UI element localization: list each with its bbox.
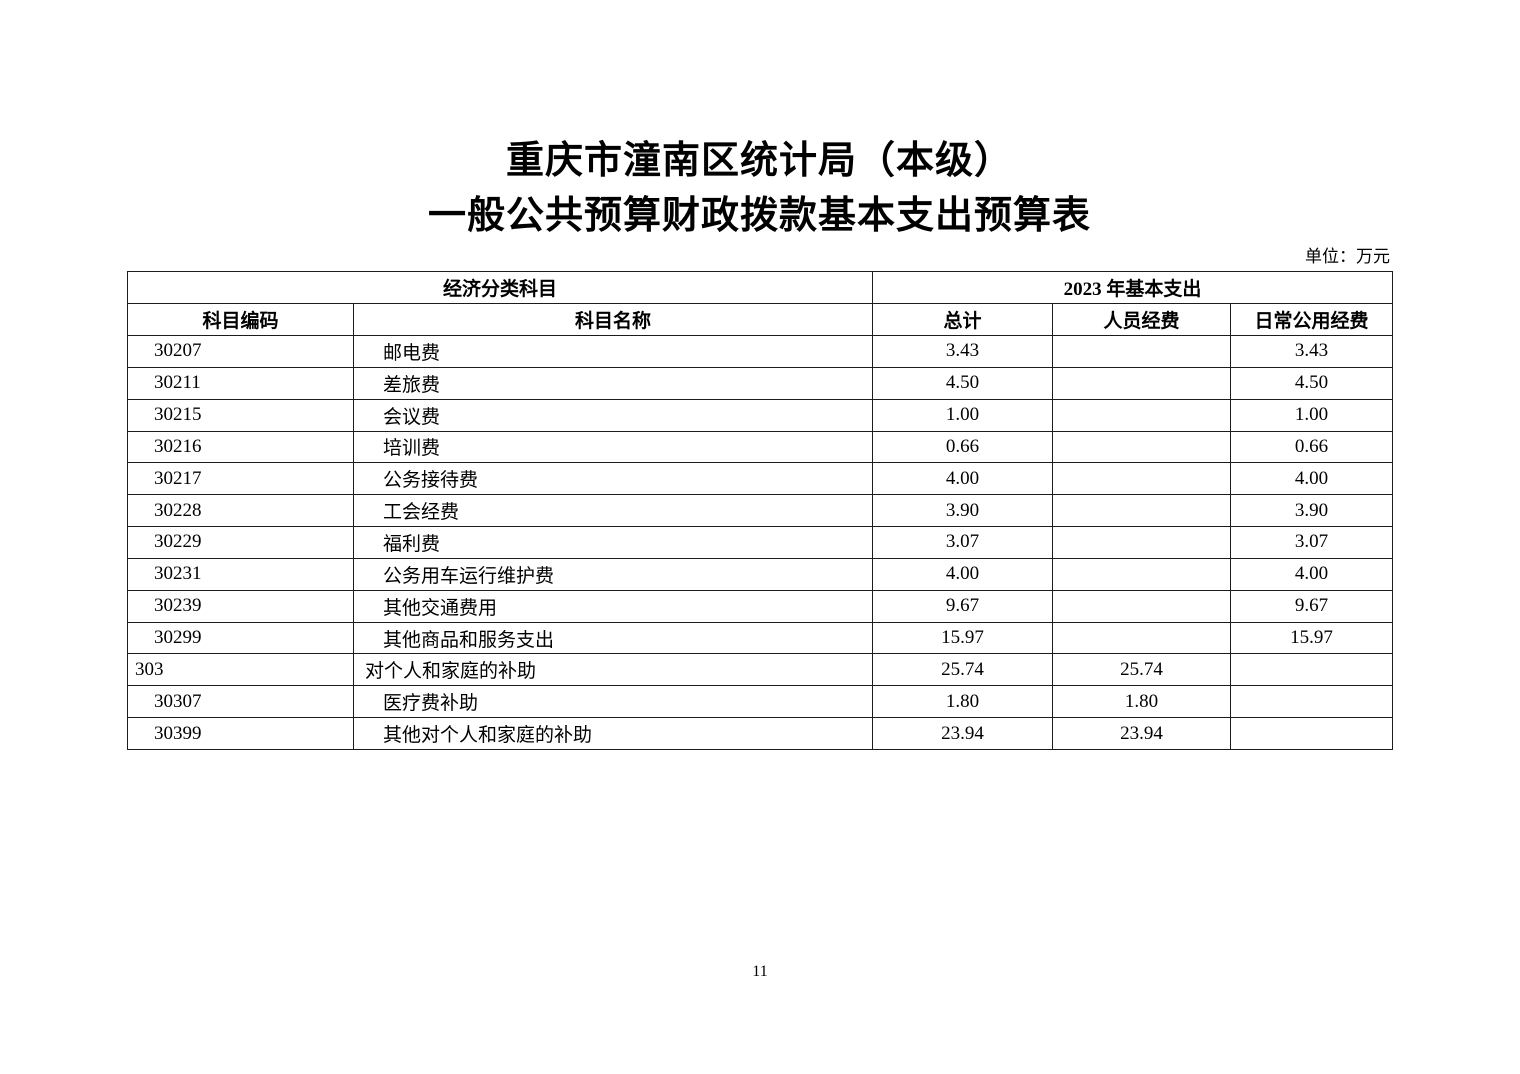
unit-label: 单位：万元 <box>1305 247 1390 266</box>
daily-cell: 3.07 <box>1230 526 1394 559</box>
personnel-cell: 23.94 <box>1052 717 1232 750</box>
personnel-cell <box>1052 366 1232 400</box>
total-cell: 0.66 <box>872 430 1054 464</box>
table-row: 30231 公务用车运行维护费 4.00 4.00 <box>127 557 1394 591</box>
budget-table-body: 30207 邮电费 3.43 3.43 30211 差旅费 4.50 4.50 30215 会议费… <box>127 335 1394 750</box>
total-cell: 3.43 <box>872 335 1054 368</box>
table-row: 30207 邮电费 3.43 3.43 <box>127 335 1394 368</box>
total-cell: 3.90 <box>872 494 1054 528</box>
personnel-cell <box>1052 462 1232 496</box>
total-cell: 4.00 <box>872 462 1054 496</box>
page-number: 11 <box>752 963 768 980</box>
total-cell: 25.74 <box>872 653 1054 687</box>
budget-table: 经济分类科目 2023 年基本支出 科目编码 科目名称 总计 人员经费 日常公用… <box>126 271 1394 750</box>
total-cell: 4.00 <box>872 557 1054 591</box>
table-row: 30229 福利费 3.07 3.07 <box>127 526 1394 559</box>
table-row: 30299 其他商品和服务支出 15.97 15.97 <box>127 621 1394 655</box>
daily-cell: 4.50 <box>1230 366 1394 400</box>
subject-code-cell: 30239 <box>127 589 354 623</box>
subject-name-cell: 其他交通费用 <box>352 589 874 623</box>
personnel-cell <box>1052 494 1232 528</box>
table-row: 30399 其他对个人和家庭的补助 23.94 23.94 <box>127 717 1394 750</box>
personnel-cell <box>1052 621 1232 655</box>
total-cell: 4.50 <box>872 366 1054 400</box>
personnel-cell: 1.80 <box>1052 685 1232 719</box>
table-row: 30228 工会经费 3.90 3.90 <box>127 494 1394 528</box>
personnel-cell <box>1052 398 1232 432</box>
document-title: 重庆市潼南区统计局（本级） 一般公共预算财政拨款基本支出预算表 <box>127 134 1392 244</box>
table-row: 30307 医疗费补助 1.80 1.80 <box>127 685 1394 719</box>
page-content: 重庆市潼南区统计局（本级） 一般公共预算财政拨款基本支出预算表 单位：万元 经济… <box>126 0 1394 750</box>
total-cell: 15.97 <box>872 621 1054 655</box>
title-line-2: 一般公共预算财政拨款基本支出预算表 <box>427 195 1091 237</box>
daily-cell: 1.00 <box>1230 398 1394 432</box>
daily-cell: 0.66 <box>1230 430 1394 464</box>
personnel-cell: 25.74 <box>1052 653 1232 687</box>
personnel-cell <box>1052 526 1232 559</box>
subject-code-cell: 30228 <box>127 494 354 528</box>
daily-cell: 4.00 <box>1230 557 1394 591</box>
subject-code-cell: 303 <box>127 653 354 687</box>
table-row: 303 对个人和家庭的补助 25.74 25.74 <box>127 653 1394 687</box>
total-cell: 1.00 <box>872 398 1054 432</box>
subject-name-cell: 差旅费 <box>352 366 874 400</box>
personnel-cell <box>1052 335 1232 368</box>
daily-cell: 3.43 <box>1230 335 1394 368</box>
subject-code-cell: 30207 <box>127 335 354 368</box>
subject-code-cell: 30399 <box>127 717 354 750</box>
subject-name-cell: 其他对个人和家庭的补助 <box>352 717 874 750</box>
daily-cell <box>1230 717 1394 750</box>
table-row: 30216 培训费 0.66 0.66 <box>127 430 1394 464</box>
personnel-cell <box>1052 557 1232 591</box>
subject-name-cell: 对个人和家庭的补助 <box>352 653 874 687</box>
daily-cell: 15.97 <box>1230 621 1394 655</box>
header-columns-row: 科目编码 科目名称 总计 人员经费 日常公用经费 <box>127 303 1394 336</box>
daily-cell: 3.90 <box>1230 494 1394 528</box>
subject-name-cell: 会议费 <box>352 398 874 432</box>
daily-cell <box>1230 685 1394 719</box>
daily-cell: 4.00 <box>1230 462 1394 496</box>
column-header-daily-public-funds: 日常公用经费 <box>1230 303 1394 336</box>
subject-code-cell: 30299 <box>127 621 354 655</box>
subject-name-cell: 医疗费补助 <box>352 685 874 719</box>
subject-code-cell: 30211 <box>127 366 354 400</box>
subject-code-cell: 30231 <box>127 557 354 591</box>
subject-name-cell: 公务接待费 <box>352 462 874 496</box>
column-header-personnel-funds: 人员经费 <box>1052 303 1232 336</box>
budget-table-header: 经济分类科目 2023 年基本支出 科目编码 科目名称 总计 人员经费 日常公用… <box>126 271 1394 336</box>
subject-name-cell: 福利费 <box>352 526 874 559</box>
title-line-1: 重庆市潼南区统计局（本级） <box>505 140 1013 182</box>
subject-code-cell: 30216 <box>127 430 354 464</box>
table-row: 30239 其他交通费用 9.67 9.67 <box>127 589 1394 623</box>
subject-name-cell: 其他商品和服务支出 <box>352 621 874 655</box>
header-group-row: 经济分类科目 2023 年基本支出 <box>126 271 1394 304</box>
subject-code-cell: 30229 <box>127 526 354 559</box>
subject-code-cell: 30217 <box>127 462 354 496</box>
subject-name-cell: 培训费 <box>352 430 874 464</box>
daily-cell: 9.67 <box>1230 589 1394 623</box>
table-row: 30215 会议费 1.00 1.00 <box>127 398 1394 432</box>
column-header-total: 总计 <box>872 303 1054 336</box>
total-cell: 3.07 <box>872 526 1054 559</box>
total-cell: 1.80 <box>872 685 1054 719</box>
subject-name-cell: 工会经费 <box>352 494 874 528</box>
daily-cell <box>1230 653 1394 687</box>
personnel-cell <box>1052 589 1232 623</box>
table-row: 30211 差旅费 4.50 4.50 <box>127 366 1394 400</box>
subject-code-cell: 30307 <box>127 685 354 719</box>
column-header-subject-code: 科目编码 <box>127 303 354 336</box>
subject-name-cell: 邮电费 <box>352 335 874 368</box>
subject-code-cell: 30215 <box>127 398 354 432</box>
header-economic-classification: 经济分类科目 <box>126 271 874 304</box>
table-row: 30217 公务接待费 4.00 4.00 <box>127 462 1394 496</box>
header-2023-basic-expenditure: 2023 年基本支出 <box>872 271 1394 304</box>
column-header-subject-name: 科目名称 <box>352 303 874 336</box>
total-cell: 9.67 <box>872 589 1054 623</box>
personnel-cell <box>1052 430 1232 464</box>
subject-name-cell: 公务用车运行维护费 <box>352 557 874 591</box>
total-cell: 23.94 <box>872 717 1054 750</box>
